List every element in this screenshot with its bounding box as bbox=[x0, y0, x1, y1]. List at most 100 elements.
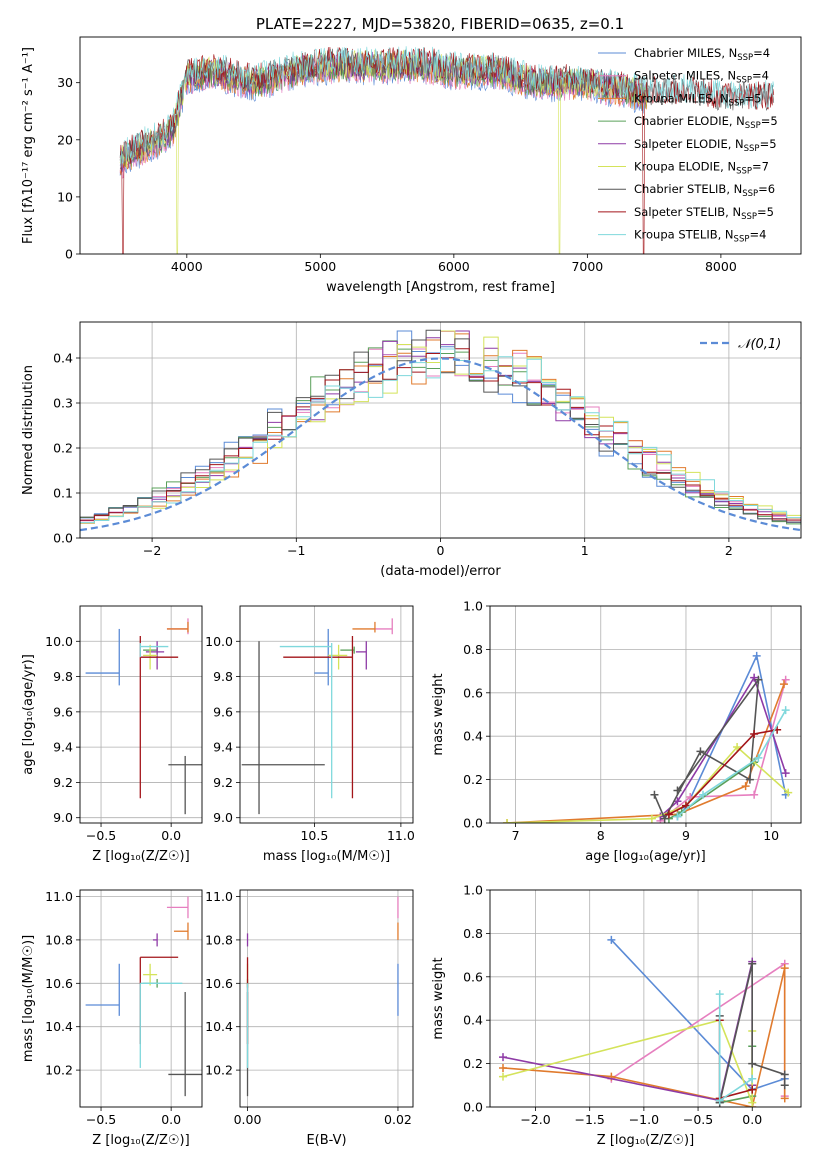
legend-nssp-value: =5 bbox=[757, 205, 774, 219]
legend-nssp-value: =5 bbox=[760, 137, 777, 151]
axes-frame bbox=[489, 605, 802, 824]
weight-marker bbox=[499, 1072, 508, 1081]
y-tick-label: 10 bbox=[57, 189, 73, 204]
y-tick-label: 9.2 bbox=[53, 775, 73, 790]
axes-frame bbox=[239, 605, 414, 824]
y-tick-label: 9.2 bbox=[213, 775, 233, 790]
y-tick-label: 9.0 bbox=[213, 810, 233, 825]
y-tick-label: 9.6 bbox=[213, 704, 233, 719]
legend-label-salpeter-stelib: Salpeter STELIB, NSSP=5 bbox=[634, 205, 774, 222]
axes-frame bbox=[79, 605, 203, 824]
errorbar-chabrier-stelib bbox=[168, 991, 202, 1097]
y-tick-label: 9.6 bbox=[53, 704, 73, 719]
y-tick-label: 10.0 bbox=[205, 634, 233, 649]
x-tick-label: 5000 bbox=[304, 259, 336, 274]
weight-marker bbox=[715, 990, 724, 999]
weight-marker bbox=[650, 790, 659, 799]
errorbar-kroupa-miles bbox=[166, 621, 189, 633]
y-axis-label: age [log₁₀(age/yr)] bbox=[21, 654, 36, 775]
x-tick-label: 0.0 bbox=[161, 1112, 181, 1127]
weight-marker bbox=[696, 747, 705, 756]
y-tick-label: 9.8 bbox=[213, 669, 233, 684]
plot-area bbox=[85, 896, 202, 1097]
panel-age-vs-mass: 10.5 11.0 9.0 9.2 9.4 9.6 9.8 10.0 mass [log₁₀(M… bbox=[205, 605, 415, 864]
weight-marker bbox=[780, 1081, 789, 1090]
legend-subscript: SSP bbox=[742, 189, 758, 199]
y-axis-label: Normed distribution bbox=[21, 365, 36, 495]
weight-marker bbox=[660, 814, 669, 823]
weight-marker bbox=[748, 959, 757, 968]
y-tick-label: 10.6 bbox=[45, 976, 73, 991]
errorbar-salpeter-elodie bbox=[355, 641, 367, 670]
x-tick-label: −1.5 bbox=[575, 1112, 605, 1127]
x-axis-label: wavelength [Angstrom, rest frame] bbox=[326, 280, 555, 295]
weight-marker bbox=[503, 819, 512, 823]
x-axis-label: Z [log₁₀(Z/Z☉)] bbox=[92, 849, 189, 864]
legend-subscript: SSP bbox=[741, 212, 757, 222]
axes-frame bbox=[239, 889, 414, 1108]
y-tick-label: 0.8 bbox=[463, 926, 483, 941]
axes-frame bbox=[79, 889, 203, 1108]
legend-label-salpeter-miles: Salpeter MILES, NSSP=4 bbox=[634, 69, 769, 86]
x-tick-label: 6000 bbox=[438, 259, 470, 274]
plot-area bbox=[503, 651, 793, 823]
errorbar-chabrier-stelib bbox=[168, 755, 202, 815]
x-tick-label: 7 bbox=[512, 828, 520, 843]
x-tick-label: 1 bbox=[581, 543, 589, 558]
weight-marker bbox=[750, 673, 759, 682]
weight-line-salpeter-elodie bbox=[659, 675, 787, 818]
weight-marker bbox=[673, 786, 682, 795]
panel-weight-vs-z: −2.0 −1.5 −1.0 −0.5 0.0 0.0 0.2 0.4 0.6 0.8 1.0 Z [… bbox=[431, 883, 802, 1148]
weight-marker bbox=[780, 1094, 789, 1103]
weight-line-kroupa-stelib bbox=[676, 709, 787, 818]
legend-label-chabrier-elodie: Chabrier ELODIE, NSSP=5 bbox=[634, 114, 778, 131]
weight-line-kroupa-miles bbox=[502, 967, 786, 1107]
weight-marker bbox=[752, 651, 761, 660]
x-tick-label: 11.0 bbox=[387, 828, 415, 843]
weight-marker bbox=[750, 730, 759, 739]
weight-marker bbox=[499, 1053, 508, 1062]
y-tick-label: 9.4 bbox=[213, 740, 233, 755]
errorbar-salpeter-stelib bbox=[283, 635, 354, 799]
legend-nssp-value: =4 bbox=[752, 69, 769, 83]
legend-label-salpeter-elodie: Salpeter ELODIE, NSSP=5 bbox=[634, 137, 777, 154]
legend-label-kroupa-elodie: Kroupa ELODIE, NSSP=7 bbox=[634, 160, 769, 177]
y-tick-label: 10.2 bbox=[205, 1063, 233, 1078]
y-tick-label: 0.4 bbox=[463, 1013, 483, 1028]
weight-marker bbox=[754, 675, 763, 684]
y-tick-label: 9.4 bbox=[53, 740, 73, 755]
plot-area bbox=[241, 618, 393, 815]
y-tick-label: 10.4 bbox=[45, 1019, 73, 1034]
y-tick-label: 10.0 bbox=[45, 634, 73, 649]
axes-frame bbox=[489, 889, 802, 1108]
errorbar-kroupa-miles bbox=[352, 621, 376, 633]
plot-area bbox=[80, 329, 801, 538]
panel-spectrum: 4000 5000 6000 7000 8000 0 10 20 30 wavelength [A… bbox=[21, 36, 802, 295]
errorbar-chabrier-stelib bbox=[241, 641, 325, 815]
weight-marker bbox=[780, 964, 789, 973]
x-tick-label: 9 bbox=[682, 828, 690, 843]
plot-area bbox=[246, 896, 399, 1097]
y-tick-label: 20 bbox=[57, 132, 73, 147]
y-tick-label: 0.1 bbox=[53, 486, 73, 501]
x-tick-label: −2 bbox=[143, 543, 161, 558]
y-tick-label: 9.0 bbox=[53, 810, 73, 825]
y-tick-label: 9.8 bbox=[53, 669, 73, 684]
y-tick-label: 10.8 bbox=[45, 932, 73, 947]
weight-marker bbox=[781, 706, 790, 715]
weight-marker bbox=[748, 1059, 757, 1068]
legend-subscript: SSP bbox=[729, 98, 745, 108]
x-tick-label: 8 bbox=[597, 828, 605, 843]
x-axis-label: Z [log₁₀(Z/Z☉)] bbox=[92, 1133, 189, 1148]
weight-marker bbox=[499, 1063, 508, 1072]
y-tick-label: 1.0 bbox=[463, 599, 483, 614]
x-tick-label: 0.0 bbox=[742, 1112, 762, 1127]
plot-area bbox=[85, 618, 202, 815]
errorbar-chabrier-miles bbox=[85, 963, 120, 1016]
panel-mass-vs-ebv: 0.00 0.02 10.2 10.4 10.6 10.8 11.0 E(B-V) bbox=[205, 889, 414, 1148]
y-tick-label: 0.0 bbox=[463, 816, 483, 831]
x-tick-label: 7000 bbox=[571, 259, 603, 274]
legend-label-kroupa-stelib: Kroupa STELIB, NSSP=4 bbox=[634, 228, 766, 245]
